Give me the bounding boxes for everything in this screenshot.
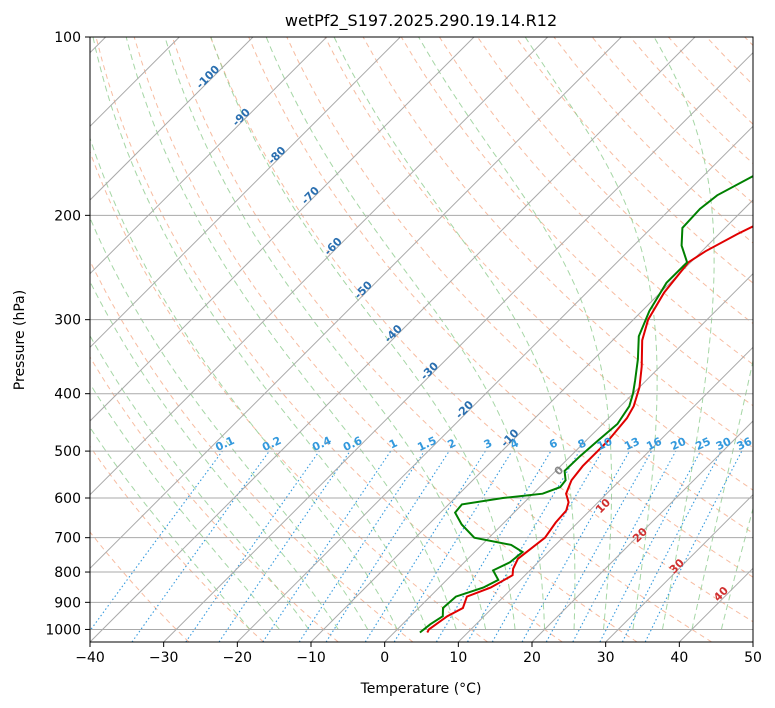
moist-adiabat — [653, 37, 715, 630]
isotherm-line — [236, 125, 753, 642]
x-tick-label: 10 — [449, 650, 467, 666]
isotherm-line — [384, 272, 753, 642]
x-tick-label: −40 — [75, 650, 105, 666]
mixing-ratio-label: 25 — [693, 435, 712, 453]
dry-adiabat — [95, 37, 563, 642]
mixing-ratio-line — [644, 450, 743, 642]
moist-adiabat — [691, 358, 753, 630]
dry-adiabat — [248, 37, 753, 578]
mixing-ratio-line — [131, 450, 270, 642]
y-tick-label: 400 — [54, 387, 81, 403]
isotherm-line — [90, 37, 696, 642]
moist-adiabat — [164, 37, 487, 630]
x-tick-label: −20 — [223, 650, 253, 666]
moist-adiabat — [210, 37, 516, 630]
isotherm-line — [90, 37, 549, 496]
mixing-ratio-label: 13 — [622, 435, 641, 453]
moist-adiabat — [418, 37, 613, 630]
dry-adiabat — [90, 445, 264, 642]
dry-adiabat — [171, 37, 712, 642]
x-tick-label: 0 — [380, 650, 389, 666]
x-tick-label: 50 — [744, 650, 762, 666]
mixing-ratio-line — [572, 450, 677, 642]
y-tick-label: 900 — [54, 595, 81, 611]
plot-frame — [89, 36, 754, 643]
y-tick-label: 200 — [54, 208, 81, 224]
x-axis: −40 −30 −20 −10 0 10 20 30 40 50 — [75, 642, 762, 666]
moist-adiabat — [90, 426, 251, 630]
isotherm-line — [457, 346, 753, 642]
moist-adiabat — [90, 334, 310, 630]
x-tick-label: −10 — [296, 650, 326, 666]
mixing-ratio-label: 36 — [735, 435, 755, 453]
moist-adiabat — [90, 136, 398, 630]
moist-adiabat — [90, 382, 280, 630]
y-tick-label: 1000 — [45, 622, 81, 638]
dry-adiabat — [90, 356, 339, 642]
mixing-ratio-label: 30 — [714, 435, 734, 453]
isotherm-line — [605, 493, 753, 642]
x-axis-title: Temperature (°C) — [360, 681, 482, 697]
isotherm-line — [90, 37, 401, 349]
isotherm-line — [90, 37, 254, 201]
mixing-ratio-line — [90, 450, 223, 632]
y-tick-label: 500 — [54, 444, 81, 460]
temperature-profile-line — [426, 225, 753, 633]
background-lines — [90, 37, 753, 642]
x-tick-label: 20 — [523, 650, 541, 666]
y-tick-label: 300 — [54, 313, 81, 329]
isotherm-line — [90, 37, 475, 422]
mixing-ratio-label: 16 — [644, 435, 664, 453]
dewpoint-profile-line — [419, 175, 753, 634]
y-tick-label: 100 — [54, 30, 81, 46]
y-axis-title: Pressure (hPa) — [12, 290, 28, 390]
moist-adiabat — [90, 216, 369, 630]
y-tick-label: 600 — [54, 491, 81, 507]
isotherm-line — [163, 51, 753, 642]
dry-adiabat — [90, 531, 190, 642]
isotherm-line — [90, 37, 622, 570]
mixing-ratio-line — [435, 450, 552, 642]
moist-adiabat — [524, 37, 658, 630]
dry-adiabat — [90, 150, 488, 642]
y-tick-label: 700 — [54, 531, 81, 547]
isotherm-line — [531, 420, 753, 642]
mixing-ratio-line — [218, 450, 351, 642]
mixing-ratio-line — [298, 450, 425, 642]
moist-adiabat — [265, 37, 546, 630]
x-tick-label: −30 — [149, 650, 179, 666]
dry-adiabat — [438, 37, 753, 366]
moist-adiabat — [125, 37, 457, 630]
mixing-ratio-line — [599, 450, 701, 642]
y-axis: 100 200 300 400 500 600 700 800 900 1000 — [45, 30, 90, 638]
mixing-ratio-line — [262, 450, 392, 642]
moist-adiabat — [720, 506, 753, 630]
dry-adiabat — [400, 37, 753, 407]
dry-adiabat — [515, 37, 753, 284]
moist-adiabat — [92, 37, 428, 630]
x-tick-label: 30 — [597, 650, 615, 666]
mixing-ratio-label: 20 — [669, 435, 689, 453]
mixing-ratio-line — [325, 450, 450, 642]
moist-adiabat — [90, 280, 339, 630]
y-tick-label: 800 — [54, 565, 81, 581]
chart-title: wetPf2_S197.2025.290.19.14.R12 — [285, 11, 557, 31]
mixing-ratio-label: 10 — [595, 435, 615, 453]
isotherm-line — [90, 37, 328, 275]
isotherm-line — [310, 199, 753, 642]
profiles — [419, 175, 753, 634]
x-tick-label: 40 — [670, 650, 688, 666]
mixing-ratio-line — [545, 450, 653, 642]
mixing-ratio-line — [185, 450, 320, 642]
mixing-ratio-line — [491, 450, 603, 642]
